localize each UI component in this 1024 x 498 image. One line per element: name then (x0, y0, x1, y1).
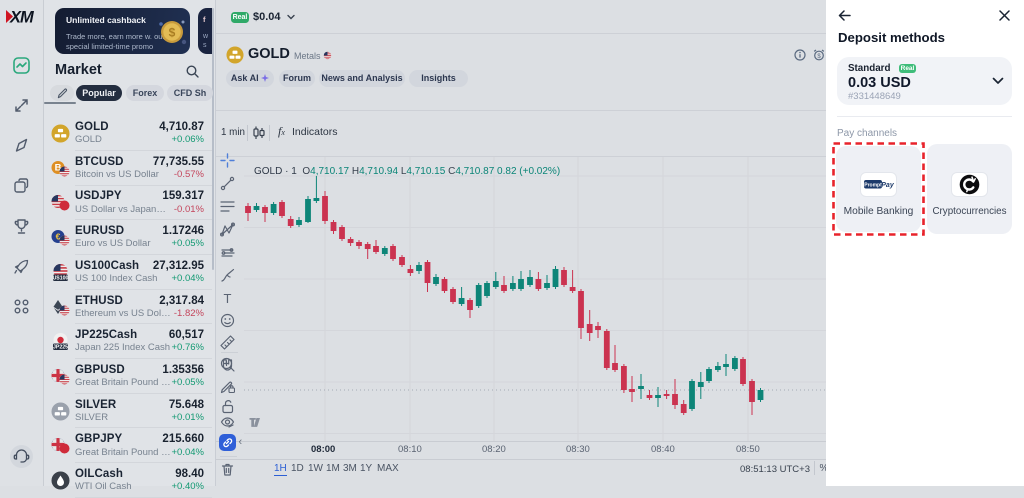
svg-text:Prompt: Prompt (864, 183, 882, 189)
svg-text:T: T (224, 291, 232, 306)
svg-text:B: B (55, 162, 62, 173)
svg-text:XM: XM (9, 9, 35, 26)
svg-text:Pay: Pay (881, 182, 895, 189)
svg-text:$: $ (817, 54, 821, 60)
svg-text:$: $ (169, 26, 176, 40)
svg-text:€: € (56, 232, 61, 242)
svg-text:JP225: JP225 (53, 345, 68, 351)
svg-text:US100: US100 (53, 275, 69, 281)
